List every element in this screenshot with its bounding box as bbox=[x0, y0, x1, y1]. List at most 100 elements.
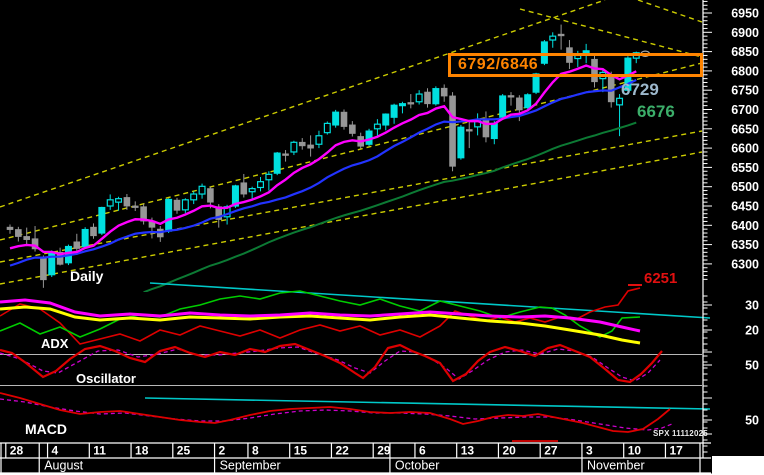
candle-body bbox=[607, 74, 615, 103]
ma-mid-blue bbox=[9, 78, 637, 267]
candle-body bbox=[349, 124, 356, 134]
week-date-label: 13 bbox=[461, 444, 475, 458]
candle-body bbox=[457, 126, 465, 159]
week-date-label: 4 bbox=[52, 444, 59, 458]
ma-slow-green bbox=[143, 121, 637, 292]
green-ma-label[interactable]: 6676 bbox=[637, 102, 675, 121]
adx-plus-di-green bbox=[0, 290, 641, 338]
week-date-label: 18 bbox=[135, 444, 149, 458]
trendline[interactable] bbox=[0, 0, 606, 208]
indicator-panels[interactable] bbox=[0, 282, 711, 442]
candle-body bbox=[231, 185, 239, 207]
price-tick-label: 6600 bbox=[731, 142, 759, 156]
candle-body bbox=[440, 87, 448, 97]
candle-body bbox=[407, 102, 415, 105]
timeframe-label: Daily bbox=[70, 268, 104, 284]
indicator-tick-label: 30 bbox=[745, 299, 759, 313]
price-tick-label: 6350 bbox=[731, 238, 759, 252]
month-label: October bbox=[395, 459, 439, 473]
adx-line-yellow bbox=[0, 305, 641, 345]
week-date-label: 15 bbox=[294, 444, 308, 458]
candle-body bbox=[40, 256, 47, 281]
candle-body bbox=[290, 141, 298, 153]
candle-body bbox=[190, 193, 198, 201]
candle-body bbox=[56, 251, 64, 265]
candle-body bbox=[516, 97, 523, 111]
right-price-axis[interactable]: 6950 6900 6850 6800 6750 6700 6650 6600 6550 6500… bbox=[702, 0, 759, 458]
candle-body bbox=[298, 141, 306, 147]
candle-body bbox=[198, 185, 206, 195]
candle-body bbox=[115, 198, 123, 203]
week-date-label: 28 bbox=[10, 444, 24, 458]
candle-body bbox=[123, 197, 131, 207]
week-date-label: 6 bbox=[419, 444, 426, 458]
candle-body bbox=[465, 129, 473, 132]
resistance-box-label: 6792/6846 bbox=[458, 56, 539, 73]
candle-body bbox=[332, 111, 340, 126]
candle-body bbox=[265, 173, 273, 181]
macd-panel-label: MACD bbox=[25, 421, 67, 437]
candle-body bbox=[449, 95, 456, 167]
indicator-tick-label: 20 bbox=[745, 324, 759, 338]
week-date-label: 25 bbox=[177, 444, 191, 458]
macd-line-red bbox=[0, 392, 671, 433]
week-date-label: 11 bbox=[93, 444, 106, 458]
price-tick-label: 6900 bbox=[731, 26, 759, 40]
adx-panel-label: ADX bbox=[41, 336, 69, 351]
corner-white-block bbox=[712, 456, 764, 475]
candle-body bbox=[524, 94, 532, 109]
resistance-box-annotation[interactable]: 6792/6846 bbox=[448, 53, 703, 77]
candle-body bbox=[73, 241, 81, 249]
candle-body bbox=[90, 226, 97, 237]
candle-body bbox=[215, 206, 223, 220]
main-price-panel[interactable] bbox=[0, 0, 703, 292]
candle-body bbox=[6, 226, 14, 230]
month-label: November bbox=[587, 459, 645, 473]
symbol-date-stamp: SPX 11112025 bbox=[653, 429, 708, 438]
price-tick-label: 6450 bbox=[731, 200, 759, 214]
indicator-tick-label: 50 bbox=[745, 359, 759, 373]
candle-body bbox=[373, 123, 381, 130]
week-date-label: 2 bbox=[219, 444, 226, 458]
trendline[interactable] bbox=[519, 8, 703, 58]
trendline[interactable] bbox=[0, 130, 703, 263]
red-support-label[interactable]: 6251 bbox=[644, 270, 678, 287]
price-tick-label: 6400 bbox=[731, 219, 759, 233]
trend-channel-lines[interactable] bbox=[0, 0, 703, 285]
candle-body bbox=[81, 228, 89, 248]
price-tick-label: 6550 bbox=[731, 161, 759, 175]
candle-body bbox=[31, 238, 39, 250]
candle-body bbox=[181, 199, 189, 211]
price-tick-label: 6650 bbox=[731, 122, 759, 136]
candle-body bbox=[140, 206, 147, 222]
price-tick-label: 6300 bbox=[731, 257, 759, 271]
candle-body bbox=[432, 88, 440, 105]
candle-body bbox=[98, 206, 106, 234]
candle-body bbox=[557, 33, 565, 37]
candle-body bbox=[257, 181, 265, 189]
candle-body bbox=[307, 144, 314, 149]
adx-trendline-cyan[interactable] bbox=[149, 282, 711, 319]
candle-body bbox=[390, 104, 398, 118]
candle-body bbox=[382, 113, 390, 126]
month-label: September bbox=[220, 459, 281, 473]
candle-body bbox=[323, 122, 331, 134]
trendline[interactable] bbox=[0, 151, 703, 285]
candle-body bbox=[106, 199, 114, 207]
ma-fast-magenta bbox=[9, 64, 637, 256]
blue-level-label[interactable]: 6729 bbox=[621, 80, 659, 99]
price-tick-label: 6750 bbox=[731, 84, 759, 98]
candle-body bbox=[398, 103, 406, 107]
macd-signal-dashed bbox=[0, 398, 673, 431]
price-tick-label: 6850 bbox=[731, 45, 759, 59]
trendline[interactable] bbox=[637, 0, 703, 23]
week-date-label: 3 bbox=[586, 444, 593, 458]
candle-body bbox=[282, 153, 289, 156]
bottom-white-strip bbox=[0, 473, 764, 475]
macd-trendline-cyan[interactable] bbox=[144, 397, 711, 410]
oscillator-panel-label: Oscillator bbox=[76, 371, 136, 386]
candle-body bbox=[591, 58, 598, 83]
